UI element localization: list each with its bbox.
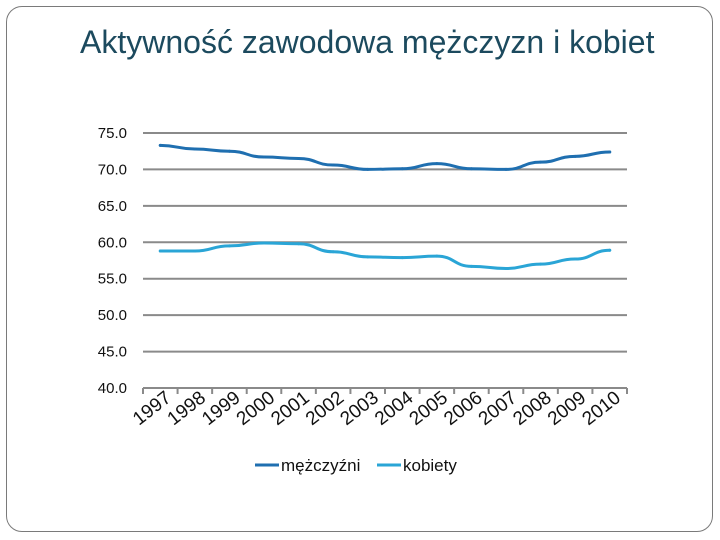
series-1 [158, 241, 612, 271]
data-point [435, 162, 439, 166]
data-point [227, 244, 231, 248]
data-point [227, 149, 231, 153]
data-point [573, 154, 577, 158]
data-point [608, 248, 612, 252]
x-axis [142, 387, 628, 394]
series-0 [158, 143, 612, 171]
y-tick-label: 60.0 [98, 234, 127, 251]
data-point [400, 256, 404, 260]
y-tick-label: 75.0 [98, 125, 127, 142]
data-point [366, 167, 370, 171]
data-point [297, 157, 301, 160]
data-point [504, 167, 508, 171]
data-point [504, 267, 508, 271]
y-tick-label: 50.0 [98, 307, 127, 324]
data-point [331, 250, 335, 254]
y-tick-label: 45.0 [98, 344, 127, 361]
y-tick-label: 40.0 [98, 380, 127, 397]
y-axis-ticks: 40.0 45.0 50.0 55.0 60.0 65.0 70.0 75.0 [98, 125, 127, 397]
data-point [158, 249, 162, 253]
data-point [400, 167, 404, 171]
data-point [435, 254, 439, 258]
data-point [469, 264, 473, 268]
data-point [193, 249, 197, 253]
series-line [158, 143, 612, 171]
data-point [331, 163, 335, 167]
data-point [262, 241, 266, 245]
legend-label: kobiety [403, 456, 457, 475]
series-lines [158, 143, 612, 271]
slide-frame [6, 6, 713, 532]
legend-item: kobiety [377, 456, 457, 475]
data-point [193, 147, 197, 151]
data-point [262, 155, 266, 159]
series-line [158, 241, 612, 271]
data-point [539, 262, 543, 266]
slide-title: Aktywność zawodowa mężczyzn i kobiet [80, 24, 655, 60]
data-point [608, 150, 612, 154]
legend-item: mężczyźni [255, 456, 360, 475]
y-tick-label: 65.0 [98, 198, 127, 215]
data-point [366, 255, 370, 259]
y-tick-label: 55.0 [98, 271, 127, 288]
x-tick-label: 2010 [579, 387, 625, 430]
data-point [573, 257, 577, 261]
data-point [539, 160, 543, 164]
legend: mężczyźni kobiety [255, 456, 457, 475]
legend-label: mężczyźni [281, 456, 360, 475]
data-point [158, 143, 162, 147]
x-axis-ticks: 1997199819992000200120022003200420052006… [129, 387, 625, 430]
gridlines [143, 132, 627, 353]
data-point [297, 242, 301, 246]
data-point [469, 167, 473, 171]
y-tick-label: 70.0 [98, 161, 127, 178]
